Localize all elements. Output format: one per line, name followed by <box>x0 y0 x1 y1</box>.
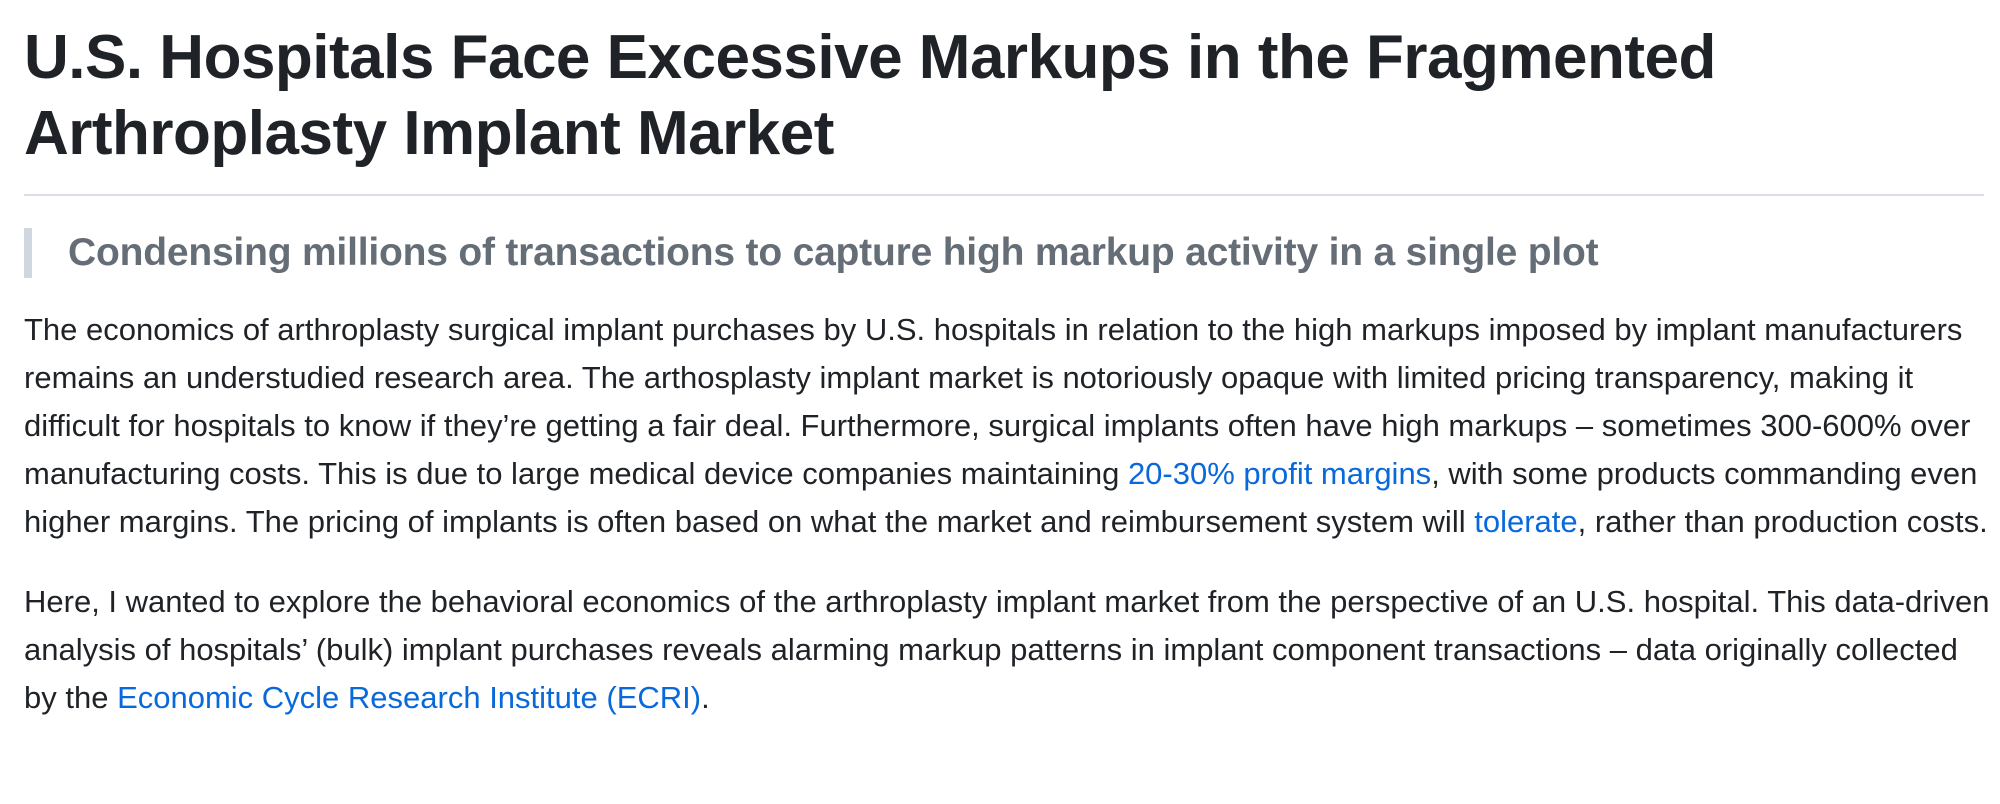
analysis-paragraph: Here, I wanted to explore the behavioral… <box>24 578 1999 722</box>
title-divider <box>24 194 1984 196</box>
intro-paragraph: The economics of arthroplasty surgical i… <box>24 306 1999 546</box>
profit-margins-link[interactable]: 20-30% profit margins <box>1127 456 1432 491</box>
tolerate-link[interactable]: tolerate <box>1474 504 1578 539</box>
ecri-link[interactable]: Economic Cycle Research Institute (ECRI) <box>117 680 702 715</box>
paragraph-text: , rather than production costs. <box>1577 504 1988 539</box>
subtitle: Condensing millions of transactions to c… <box>68 231 1599 274</box>
page-title: U.S. Hospitals Face Excessive Markups in… <box>24 23 1716 168</box>
subtitle-blockquote: Condensing millions of transactions to c… <box>24 228 2000 278</box>
paragraph-text: The economics of arthroplasty surgical i… <box>24 312 1971 491</box>
paragraph-text: , with some products commanding even hig… <box>24 456 1978 539</box>
paragraph-text: Here, I wanted to explore the behavioral… <box>24 584 1990 715</box>
paragraph-text: . <box>701 680 710 715</box>
